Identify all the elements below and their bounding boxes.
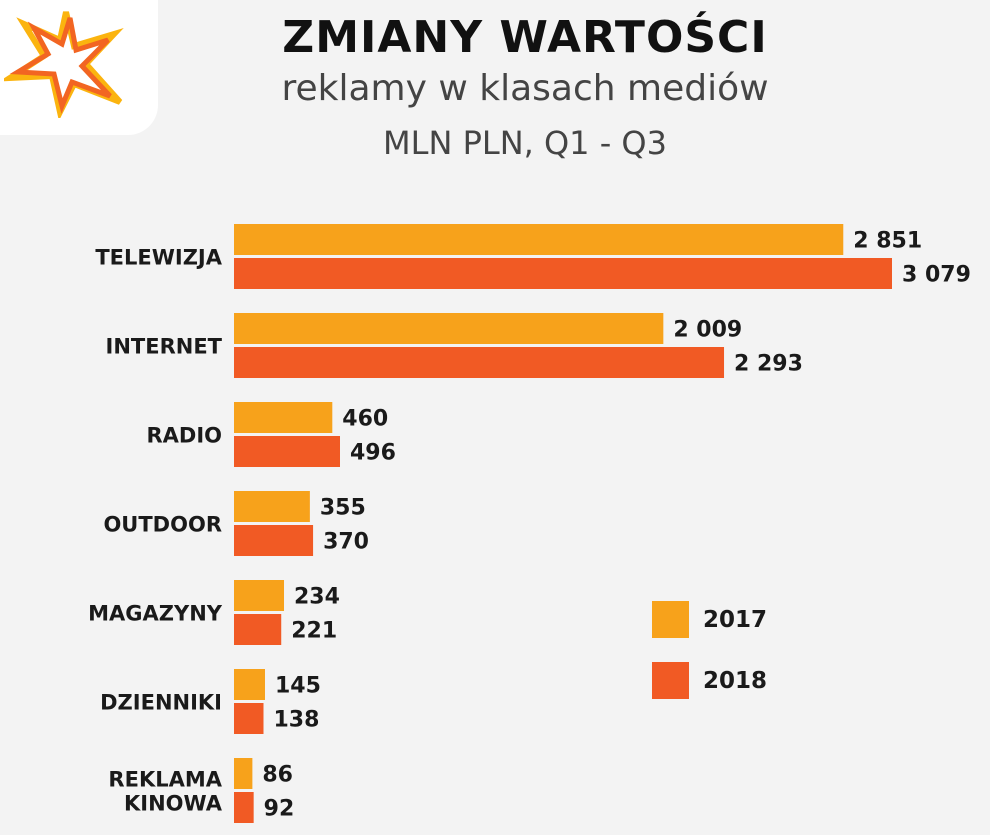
value-label-2018: 92	[264, 797, 295, 822]
value-label-2018: 496	[350, 441, 396, 466]
value-label-2018: 3 079	[902, 263, 971, 288]
value-label-2017: 355	[320, 496, 366, 521]
bar-2018	[234, 258, 892, 289]
chart-subtitle: reklamy w klasach mediów	[281, 68, 769, 109]
bar-2017	[234, 669, 265, 700]
bar-2017	[234, 402, 333, 433]
value-label-2018: 138	[273, 708, 319, 733]
bar-2017	[234, 758, 253, 789]
legend-swatch-2018	[652, 662, 689, 699]
legend-item-2017: 2017	[652, 601, 767, 638]
value-label-2017: 460	[342, 407, 388, 432]
value-label-2017: 234	[294, 585, 340, 610]
category-label: MAGAZYNY	[88, 602, 223, 626]
value-label-2017: 86	[262, 763, 293, 788]
category-label: RADIO	[146, 424, 222, 448]
value-label-2018: 2 293	[734, 352, 803, 377]
logo-card	[0, 0, 158, 135]
bar-2018	[234, 347, 725, 378]
bar-2018	[234, 703, 264, 734]
category-label: INTERNET	[106, 335, 223, 359]
value-label-2017: 2 851	[853, 229, 922, 254]
value-label-2017: 2 009	[673, 318, 742, 343]
bar-2017	[234, 580, 285, 611]
bar-2017	[234, 491, 310, 522]
bar-2018	[234, 792, 254, 823]
category-label: REKLAMA KINOWA	[108, 768, 222, 816]
legend-swatch-2017	[652, 601, 689, 638]
bar-2018	[234, 436, 340, 467]
value-label-2018: 221	[291, 619, 337, 644]
value-label-2017: 145	[275, 674, 321, 699]
legend-label-2018: 2018	[703, 667, 768, 694]
bar-2018	[234, 525, 314, 556]
legend-label-2017: 2017	[703, 606, 768, 633]
bar-2017	[234, 224, 844, 255]
chart-title: ZMIANY WARTOŚCI	[282, 12, 768, 63]
legend-item-2018: 2018	[652, 662, 767, 699]
category-label: TELEWIZJA	[95, 246, 222, 270]
bar-2017	[234, 313, 664, 344]
value-label-2018: 370	[323, 530, 369, 555]
category-label: OUTDOOR	[103, 513, 222, 537]
star-burst-logo-icon	[4, 11, 124, 118]
category-label: DZIENNIKI	[100, 691, 222, 715]
chart-unit: MLN PLN, Q1 - Q3	[383, 124, 667, 162]
bar-2018	[234, 614, 282, 645]
